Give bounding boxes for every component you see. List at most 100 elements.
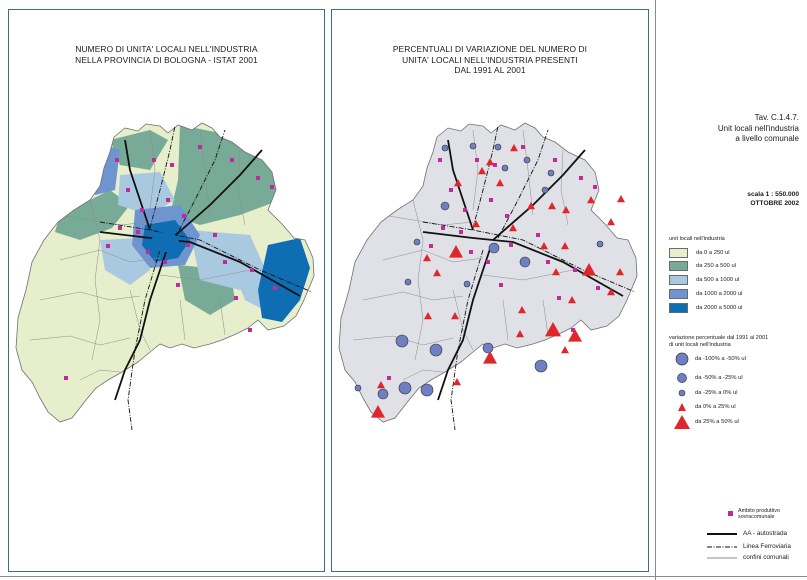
- ambito-marker: [223, 260, 227, 264]
- ambito-marker: [248, 328, 252, 332]
- ambito-marker: [170, 163, 174, 167]
- circle-medium-icon: [677, 373, 687, 383]
- railway-line: [497, 129, 549, 239]
- variation-triangle: [454, 179, 462, 187]
- variation-triangle: [377, 381, 385, 389]
- ambito-marker: [463, 208, 467, 212]
- sheet-subtitle-2: a livello comunale: [735, 134, 799, 143]
- boundary-line: [159, 269, 251, 281]
- boundary-line: [560, 149, 569, 226]
- variation-triangle: [424, 312, 432, 320]
- railway-line: [472, 125, 499, 229]
- variation-circle: [463, 280, 471, 288]
- variation-circle: [519, 256, 531, 268]
- legend-var-3: da -25% a 0% ul: [669, 387, 738, 399]
- boundary-line: [402, 369, 444, 381]
- ambito-marker: [509, 243, 513, 247]
- ambito-marker: [126, 188, 130, 192]
- variation-triangle: [433, 269, 441, 277]
- ambito-marker: [449, 188, 453, 192]
- legend-class-label: da 1000 a 2000 ul: [696, 291, 743, 297]
- variation-circle: [413, 238, 421, 246]
- boundary-line: [39, 291, 141, 301]
- legend-var-label: da -100% a -50% ul: [695, 356, 746, 362]
- highway-line: [114, 245, 169, 401]
- ambito-marker: [536, 233, 540, 237]
- railway-line: [99, 221, 313, 293]
- ambito-marker: [469, 250, 473, 254]
- railway-line: [422, 221, 636, 293]
- variation-triangle: [518, 306, 526, 314]
- variation-circle: [395, 334, 409, 348]
- variation-circle: [377, 388, 389, 400]
- sheet-title-block: Tav. C.1.4.7. Unit locali nell'industria…: [718, 113, 799, 145]
- class-zone: [258, 238, 310, 322]
- ambito-marker: [505, 214, 509, 218]
- highway-line: [124, 139, 151, 231]
- variation-circle: [501, 164, 509, 172]
- railway-line: [127, 249, 161, 431]
- boundary-line: [199, 129, 211, 216]
- legend-swatch: [669, 303, 688, 313]
- ambito-marker: [182, 214, 186, 218]
- left-title-line-2: NELLA PROVINCIA DI BOLOGNA - ISTAT 2001: [75, 54, 258, 65]
- ambito-marker: [387, 376, 391, 380]
- ambito-marker: [593, 185, 597, 189]
- ambito-marker: [475, 158, 479, 162]
- legend-var-1: da -100% a -50% ul: [669, 352, 746, 366]
- ambito-marker: [146, 250, 150, 254]
- legend-variation-heading-2: di unit locali nell'industria: [669, 341, 731, 348]
- ambito-marker: [136, 230, 140, 234]
- boundary-line: [522, 129, 534, 216]
- variation-circle: [494, 143, 502, 151]
- legend-class-label: da 2000 a 5000 ul: [696, 305, 743, 311]
- ambito-marker: [546, 260, 550, 264]
- sheet-subtitle-1: Unit locali nell'industria: [717, 123, 799, 133]
- variation-circle: [541, 186, 549, 194]
- variation-triangle: [540, 242, 548, 250]
- ambito-marker: [198, 145, 202, 149]
- variation-circle: [404, 278, 412, 286]
- tav-number: Tav. C.1.4.7.: [754, 113, 799, 122]
- sheet-bottom-border: [0, 576, 807, 577]
- legend-var-label: da -50% a -25% ul: [695, 375, 743, 381]
- ambito-marker: [579, 176, 583, 180]
- legend-var-4: da 0% a 25% ul: [669, 401, 736, 413]
- variation-triangle: [451, 312, 459, 320]
- ambito-marker: [438, 158, 442, 162]
- variation-circle: [354, 384, 362, 392]
- variation-triangle: [472, 220, 480, 228]
- legend-class-label: da 0 a 250 ul: [696, 250, 730, 256]
- variation-circle: [441, 144, 449, 152]
- boundary-line: [219, 299, 226, 336]
- highway-line: [99, 231, 301, 297]
- boundary-line: [179, 299, 186, 341]
- variation-circle: [488, 242, 500, 254]
- variation-triangle: [561, 346, 569, 354]
- legend-class-2: da 250 a 500 ul: [669, 260, 736, 272]
- variation-triangle: [478, 167, 486, 175]
- highway-line: [169, 149, 263, 241]
- ambito-marker: [166, 198, 170, 202]
- ambito-marker: [459, 230, 463, 234]
- variation-triangle: [607, 288, 615, 296]
- variation-triangle: [552, 268, 560, 276]
- right-map-title: PERCENTUALI DI VARIAZIONE DEL NUMERO DI …: [332, 44, 648, 76]
- legend-class-label: da 500 a 1000 ul: [696, 277, 740, 283]
- ambito-marker: [176, 283, 180, 287]
- variation-triangle: [486, 158, 494, 166]
- variation-triangle: [617, 195, 625, 203]
- ambito-marker: [140, 208, 144, 212]
- ambito-marker: [553, 158, 557, 162]
- highway-line: [437, 245, 492, 401]
- boundary-line: [362, 291, 464, 301]
- variation-circle: [469, 142, 477, 150]
- variation-triangle: [607, 218, 615, 226]
- ambito-marker: [230, 158, 234, 162]
- ambito-marker: [499, 283, 503, 287]
- variation-triangle: [510, 144, 518, 152]
- boundary-line: [412, 199, 424, 361]
- legend-ambito-2: sovracomunale: [738, 514, 775, 521]
- legend-ambito: Ambito produttivo sovracomunale: [727, 508, 780, 521]
- ambito-marker: [270, 185, 274, 189]
